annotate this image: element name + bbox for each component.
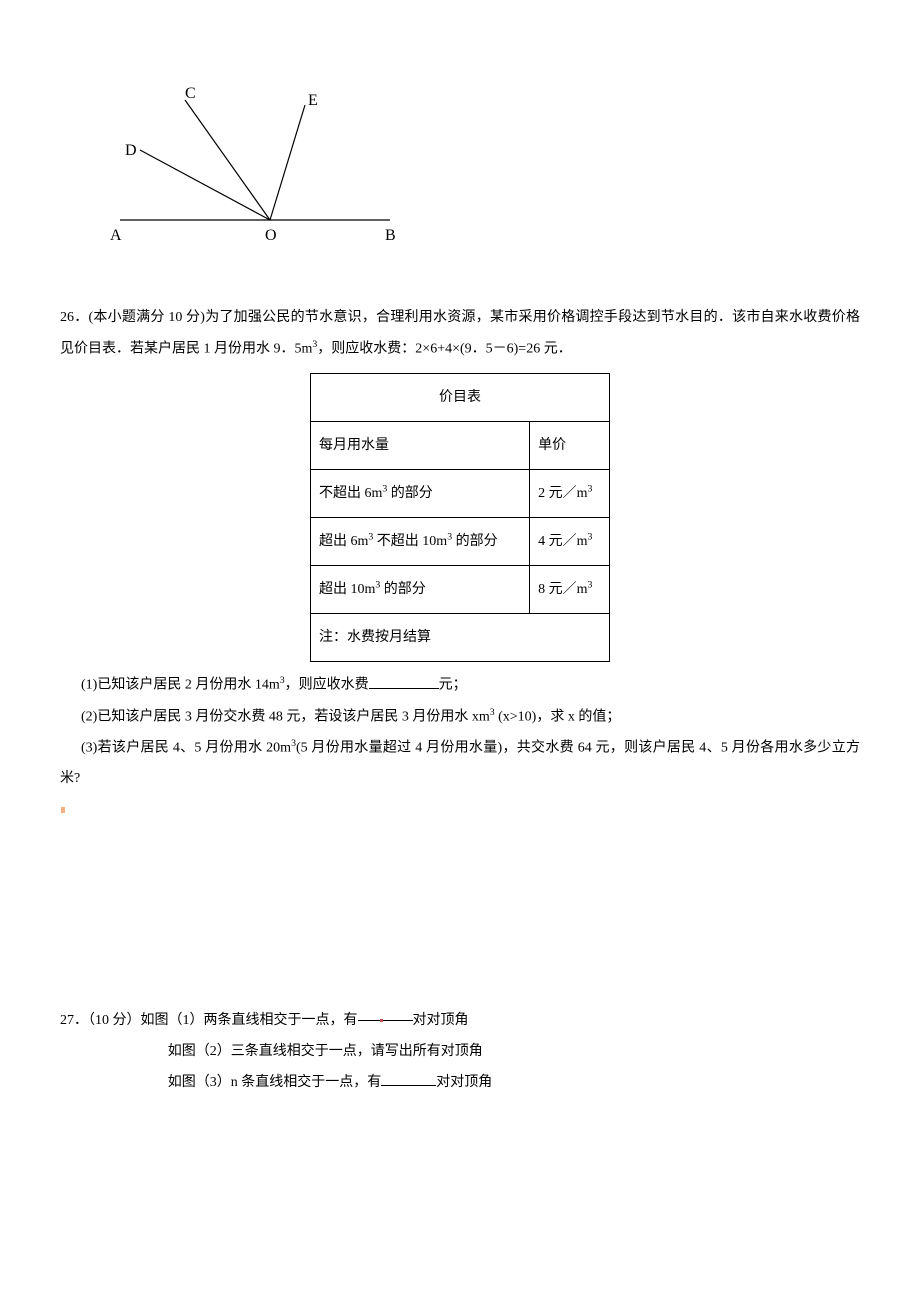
blank-fill: [358, 1006, 413, 1021]
row2-price: 4 元／m3: [530, 518, 610, 566]
label-A: A: [110, 227, 122, 244]
blank-fill: [369, 674, 439, 689]
q27-line2: 如图（2）三条直线相交于一点，请写出所有对顶角: [60, 1037, 860, 1068]
q26-heading: 26．(本小题满分 10 分)为了加强公民的节水意识，合理利用水资源，某市采用价…: [60, 303, 860, 365]
q26-heading-tail: ，则应收水费：2×6+4×(9．5－6)=26 元．: [317, 341, 571, 356]
row3-price: 8 元／m3: [530, 566, 610, 614]
price-col1-header: 每月用水量: [311, 422, 530, 470]
price-table-note: 注：水费按月结算: [311, 614, 610, 662]
decorative-mark: [60, 795, 860, 826]
q26-sub3: (3)若该户居民 4、5 月份用水 20m3(5 月份用水量超过 4 月份用水量…: [60, 733, 860, 795]
q27-line3: 如图（3）n 条直线相交于一点，有对对顶角: [60, 1068, 860, 1099]
row2-usage: 超出 6m3 不超出 10m3 的部分: [311, 518, 530, 566]
price-col2-header: 单价: [530, 422, 610, 470]
table-row: 不超出 6m3 的部分 2 元／m3: [311, 470, 610, 518]
spacer: [60, 826, 860, 1006]
tiny-dot-icon: [380, 1019, 383, 1022]
angle-diagram-svg: A O B C D E: [90, 80, 410, 250]
label-B: B: [385, 227, 396, 244]
q27-line1: 27．（10 分）如图（1）两条直线相交于一点，有对对顶角: [60, 1006, 860, 1037]
row1-usage: 不超出 6m3 的部分: [311, 470, 530, 518]
row1-price: 2 元／m3: [530, 470, 610, 518]
label-D: D: [125, 142, 137, 159]
label-O: O: [265, 227, 277, 244]
q26-sub2: (2)已知该户居民 3 月份交水费 48 元，若设该户居民 3 月份用水 xm3…: [60, 702, 860, 733]
row3-usage: 超出 10m3 的部分: [311, 566, 530, 614]
table-row: 超出 10m3 的部分 8 元／m3: [311, 566, 610, 614]
label-C: C: [185, 85, 196, 102]
angle-diagram: A O B C D E: [90, 80, 860, 263]
price-table: 价目表 每月用水量 单价 不超出 6m3 的部分 2 元／m3 超出 6m3 不…: [310, 373, 610, 662]
label-E: E: [308, 92, 318, 109]
price-table-title: 价目表: [311, 374, 610, 422]
table-row: 超出 6m3 不超出 10m3 的部分 4 元／m3: [311, 518, 610, 566]
tiny-mark-icon: [61, 807, 65, 813]
blank-fill: [381, 1071, 436, 1086]
q26-sub1: (1)已知该户居民 2 月份用水 14m3，则应收水费元；: [60, 670, 860, 701]
